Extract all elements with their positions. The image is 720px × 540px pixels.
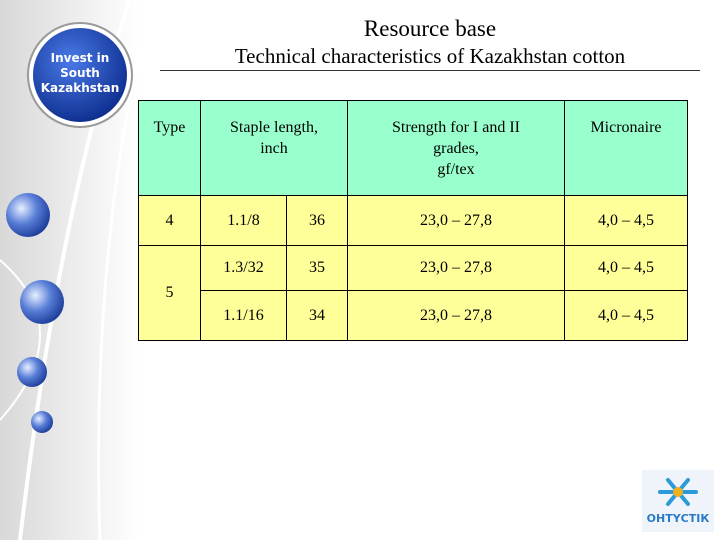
title: Resource base bbox=[363, 16, 497, 41]
cell: 4,0 – 4,5 bbox=[564, 195, 688, 246]
header-cell: Staple length, inch bbox=[200, 100, 348, 196]
cell: 1.1/8 bbox=[200, 195, 287, 246]
row: 1.1/16 34 23,0 – 27,8 4,0 – 4,5 bbox=[139, 290, 688, 341]
subtitle: Technical characteristics of Kazakhstan … bbox=[160, 44, 700, 71]
logo-text: Invest in bbox=[51, 51, 110, 65]
cell: 34 bbox=[286, 290, 348, 341]
header-line: gf/tex bbox=[437, 161, 475, 178]
side-decoration: Invest in South Kazakhstan bbox=[0, 0, 152, 540]
header-cell: Type bbox=[138, 100, 201, 196]
cell: 4 bbox=[138, 195, 201, 246]
cell: 35 bbox=[286, 245, 348, 291]
header-cell: Strength for I and II grades, gf/tex bbox=[347, 100, 565, 196]
cell: 4,0 – 4,5 bbox=[564, 290, 688, 341]
header-line: grades, bbox=[433, 140, 479, 157]
cell: 23,0 – 27,8 bbox=[347, 245, 565, 291]
row: 5 1.3/32 35 23,0 – 27,8 4,0 – 4,5 bbox=[138, 245, 688, 341]
header-cell: Micronaire bbox=[564, 100, 688, 196]
cell: 1.1/16 bbox=[200, 290, 287, 341]
row: 4 1.1/8 36 23,0 – 27,8 4,0 – 4,5 bbox=[138, 195, 688, 246]
brand-logo: ОНТҮСТІК bbox=[642, 470, 714, 532]
cell: 4,0 – 4,5 bbox=[564, 245, 688, 291]
header-line: Staple length, bbox=[230, 119, 318, 136]
cell: 23,0 – 27,8 bbox=[347, 290, 565, 341]
header-row: Type Staple length, inch Strength for I a… bbox=[138, 100, 688, 196]
logo-text: South bbox=[60, 66, 100, 80]
logo-text: Kazakhstan bbox=[41, 81, 120, 95]
cell: 1.3/32 bbox=[200, 245, 287, 291]
table: Type Staple length, inch Strength for I a… bbox=[138, 100, 688, 341]
brand-text: ОНТҮСТІК bbox=[647, 512, 710, 525]
cell: 23,0 – 27,8 bbox=[347, 195, 565, 246]
brand-graphic: ОНТҮСТІК bbox=[647, 478, 710, 525]
header-line: Micronaire bbox=[590, 119, 662, 136]
header-line: inch bbox=[260, 140, 288, 157]
cell: 36 bbox=[286, 195, 348, 246]
header-line: Strength for I and II bbox=[392, 119, 520, 136]
header-line: Type bbox=[153, 119, 186, 136]
cell: 5 bbox=[138, 245, 201, 341]
